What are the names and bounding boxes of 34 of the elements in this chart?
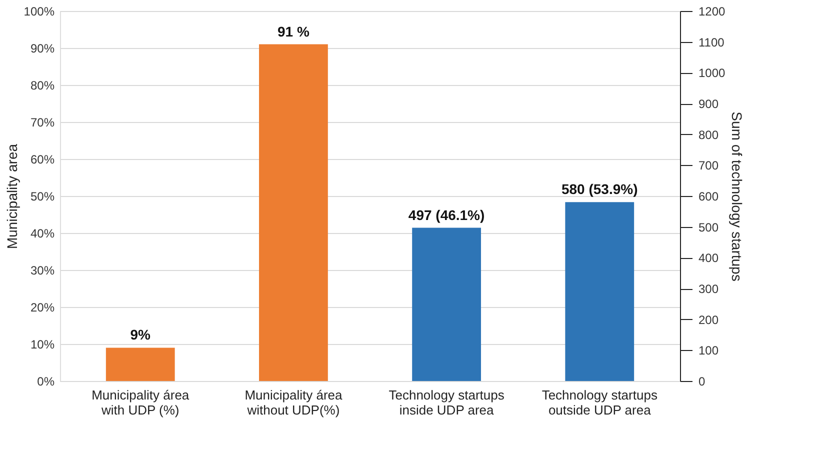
y2-tick-label: 1200 — [698, 4, 726, 18]
y2-tick-label: 200 — [698, 312, 719, 327]
y2-tick-label: 700 — [698, 158, 719, 173]
y-tick-label: 50% — [30, 190, 55, 204]
data-label: 580 (53.9%) — [561, 181, 638, 198]
y2-tick-label: 300 — [698, 282, 719, 296]
y-tick-label: 80% — [30, 78, 55, 92]
y2-tick-label: 1000 — [698, 66, 726, 80]
y-tick-label: 10% — [30, 338, 55, 352]
y2-tick-label: 800 — [698, 128, 719, 142]
y-tick-label: 40% — [30, 226, 55, 240]
y2-axis-title: Sum of technology startups — [729, 112, 746, 282]
y-axis-title: Municipality area — [4, 144, 20, 250]
y2-tick-label: 400 — [698, 251, 719, 266]
x-tick-label: Municipality área with UDP (%) — [92, 388, 190, 418]
y-tick-label: 0% — [37, 374, 55, 388]
data-label: 497 (46.1%) — [408, 206, 485, 223]
y2-tick-label: 1100 — [698, 35, 725, 50]
y2-tick-label: 600 — [698, 190, 719, 204]
y-tick-label: 60% — [30, 152, 55, 166]
y-tick-label: 90% — [30, 42, 55, 56]
y2-tick-label: 100 — [698, 344, 719, 358]
data-label: 9% — [130, 326, 152, 343]
y2-tick-label: 0 — [698, 374, 706, 388]
y-tick-label: 20% — [30, 300, 55, 314]
x-tick-label: Technology startups outside UDP area — [542, 388, 658, 418]
y-tick-label: 100% — [24, 4, 55, 18]
y-tick-label: 30% — [30, 264, 55, 278]
y2-tick-label: 500 — [698, 220, 719, 234]
x-tick-label: Technology startups inside UDP area — [388, 388, 505, 418]
y-tick-label: 70% — [30, 116, 55, 130]
x-tick-label: Municipality área without UDP(%) — [244, 388, 343, 418]
data-label: 91 % — [277, 23, 310, 40]
y2-tick-label: 900 — [698, 97, 719, 111]
